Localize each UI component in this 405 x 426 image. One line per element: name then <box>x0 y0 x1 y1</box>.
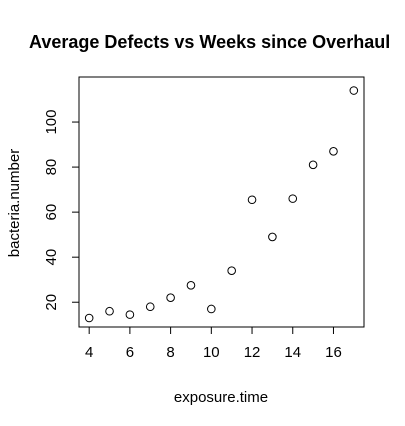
x-tick-label: 12 <box>244 344 261 361</box>
x-tick-label: 8 <box>166 344 174 361</box>
x-axis-label: exposure.time <box>174 389 268 406</box>
y-axis: 20 40 60 80 100 <box>43 110 80 311</box>
data-point <box>145 302 155 312</box>
data-point <box>227 266 236 275</box>
data-point <box>288 194 298 203</box>
data-point <box>247 195 257 205</box>
data-point <box>186 281 196 290</box>
y-tick-label: 20 <box>43 294 60 311</box>
data-point <box>166 293 175 303</box>
data-point <box>329 147 338 156</box>
x-axis: 4 6 8 10 12 14 16 <box>85 326 342 361</box>
data-point <box>125 310 135 319</box>
data-point <box>268 232 277 242</box>
x-tick-label: 10 <box>203 344 220 361</box>
x-tick-label: 16 <box>325 344 342 361</box>
y-tick-label: 40 <box>43 249 60 266</box>
data-point <box>207 304 216 314</box>
data-points <box>84 86 359 323</box>
x-tick-label: 6 <box>126 344 134 361</box>
data-point <box>349 86 359 95</box>
y-axis-label: bacteria.number <box>6 149 23 257</box>
y-tick-label: 100 <box>43 110 60 135</box>
chart-title: Average Defects vs Weeks since Overhaul <box>29 32 390 52</box>
data-point <box>105 306 114 316</box>
x-tick-label: 4 <box>85 344 93 361</box>
x-tick-label: 14 <box>284 344 301 361</box>
data-point <box>84 313 94 323</box>
plot-frame <box>78 76 365 328</box>
y-tick-label: 60 <box>43 204 60 221</box>
y-tick-label: 80 <box>43 159 60 176</box>
data-point <box>308 160 318 170</box>
